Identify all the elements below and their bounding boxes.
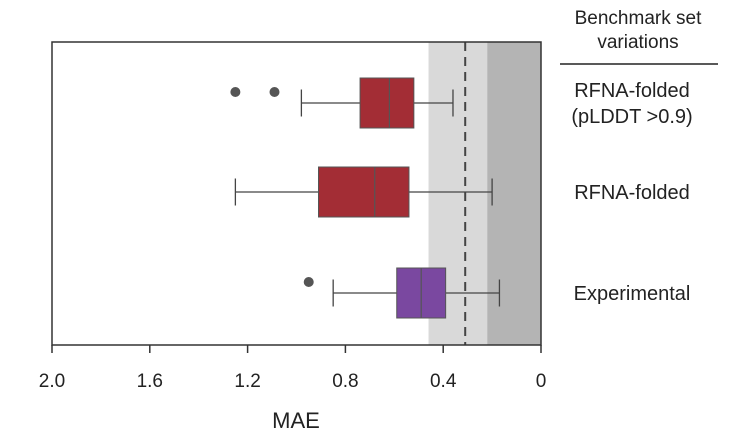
outlier-point-2 — [269, 87, 280, 97]
plot-frame — [51, 41, 542, 346]
x-tick-label-1: 2.0 — [39, 371, 65, 392]
series-label-3-line-1: Experimental — [574, 283, 691, 305]
box-series-1 — [230, 77, 454, 129]
outlier-point-1 — [303, 277, 314, 287]
x-tick-label-5: 0.4 — [430, 371, 457, 392]
box-series-3 — [303, 267, 501, 319]
outlier-point-1 — [230, 87, 241, 97]
box-iqr — [359, 77, 415, 129]
series-label-2-line-1: RFNA-folded — [574, 182, 690, 204]
box-iqr — [318, 166, 410, 218]
x-tick-label-6: 0 — [536, 371, 547, 392]
legend-title-line-2: variations — [597, 32, 678, 53]
x-tick-label-3: 1.2 — [234, 371, 260, 392]
box-series-2 — [234, 166, 493, 218]
x-tick-label-2: 1.6 — [137, 371, 163, 392]
legend-title-line-1: Benchmark set — [575, 8, 702, 29]
series-label-1-line-2: (pLDDT >0.9) — [571, 106, 692, 128]
x-tick-label-4: 0.8 — [332, 371, 358, 392]
x-axis-title: MAE — [272, 408, 320, 433]
shaded-band-2 — [487, 42, 541, 345]
series-label-1-line-1: RFNA-folded — [574, 80, 690, 102]
